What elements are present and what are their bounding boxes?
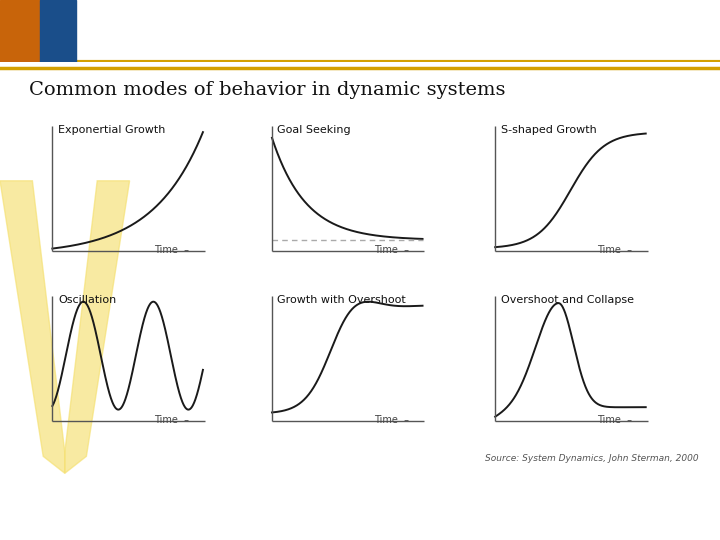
Text: School of Engineering: School of Engineering [630,521,720,529]
Text: Common modes of behavior in dynamic systems: Common modes of behavior in dynamic syst… [29,81,505,99]
Polygon shape [65,181,130,473]
Text: Growth with Overshoot: Growth with Overshoot [277,295,406,305]
Text: Oscillation: Oscillation [58,295,116,305]
Bar [40,0,76,62]
Text: Source: System Dynamics, John Sterman, 2000: Source: System Dynamics, John Sterman, 2… [485,454,698,463]
Text: Dynamic Systems: Dynamic Systems [244,16,505,44]
Text: Overshoot and Collapse: Overshoot and Collapse [500,295,634,305]
Text: Time  –: Time – [597,245,632,255]
Text: Exponertial Growth: Exponertial Growth [58,125,166,135]
Text: USC Viterbi: USC Viterbi [630,499,720,514]
Text: S-shaped Growth: S-shaped Growth [500,125,596,135]
Text: Time  –: Time – [374,415,409,424]
Text: Time  –: Time – [597,415,632,424]
Text: Western Research Application Center (WESRAC): Western Research Application Center (WES… [18,506,351,520]
Text: Time  –: Time – [154,245,189,255]
Text: Time  –: Time – [374,245,409,255]
Bar [0,0,40,62]
Text: Goal Seeking: Goal Seeking [277,125,351,135]
Polygon shape [0,181,65,473]
Text: Time  –: Time – [154,415,189,424]
